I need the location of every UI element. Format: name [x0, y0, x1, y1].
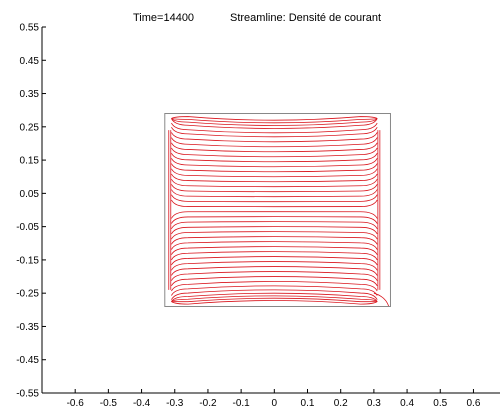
x-tick-label: -0.1: [233, 398, 251, 409]
streamline: [171, 116, 378, 121]
streamline: [171, 289, 378, 300]
y-tick-label: -0.35: [16, 322, 39, 333]
x-tick-label: 0.1: [301, 398, 315, 409]
streamline: [171, 256, 378, 266]
x-tick-label: -0.3: [166, 398, 184, 409]
streamline: [171, 241, 378, 250]
streamline: [171, 137, 378, 148]
x-tick-label: 0.2: [334, 398, 348, 409]
streamline: [171, 189, 378, 198]
streamline: [171, 292, 378, 302]
y-tick-label: -0.25: [16, 289, 39, 300]
streamline: [171, 246, 378, 255]
y-tick-label: 0.15: [20, 156, 40, 167]
streamline: [171, 184, 378, 193]
x-tick-label: 0: [272, 398, 278, 409]
streamline: [171, 158, 378, 168]
y-tick-label: -0.45: [16, 355, 39, 366]
x-axis-ticks: -0.6 -0.5 -0.4 -0.3 -0.2 -0.1 0 0.1 0.2 0.3 0.4 0.5…: [67, 389, 481, 409]
streamline: [171, 152, 378, 163]
streamline: [171, 122, 378, 134]
streamline: [171, 178, 378, 188]
y-tick-label: -0.15: [16, 255, 39, 266]
streamline: [171, 163, 378, 173]
streamline: [171, 300, 378, 305]
streamline: [171, 261, 378, 271]
y-tick-label: 0.05: [20, 189, 40, 200]
y-tick-label: 0.35: [20, 89, 40, 100]
x-tick-label: 0.6: [466, 398, 480, 409]
y-axis-ticks: 0.55 0.45 0.35 0.25 0.15 0.05 -0.05 -0.15 -0.25 -…: [16, 23, 46, 400]
y-tick-label: -0.55: [16, 389, 39, 400]
streamline: [171, 211, 378, 219]
x-tick-label: 0.4: [400, 398, 414, 409]
streamline: [171, 142, 378, 153]
domain-boundary: [164, 113, 391, 307]
streamline-tail: [373, 292, 390, 307]
streamline: [171, 297, 378, 303]
streamline: [171, 295, 378, 302]
x-tick-label: -0.6: [67, 398, 85, 409]
streamline: [171, 132, 378, 143]
x-tick-label: 0.5: [433, 398, 447, 409]
streamline: [171, 127, 378, 138]
plot-title-time: Time=14400: [133, 12, 194, 24]
x-tick-label: -0.4: [133, 398, 151, 409]
streamline: [171, 118, 378, 124]
streamline: [171, 168, 378, 178]
x-tick-label: 0.3: [367, 398, 381, 409]
x-tick-label: -0.5: [100, 398, 118, 409]
y-tick-label: 0.45: [20, 56, 40, 67]
streamlines-group: [168, 116, 390, 307]
streamline: [171, 285, 378, 296]
streamline: [171, 194, 378, 203]
streamline: [171, 118, 378, 129]
y-tick-label: 0.25: [20, 122, 40, 133]
streamline: [171, 231, 378, 240]
streamline: [171, 199, 378, 208]
streamline: [171, 251, 378, 261]
streamline: [171, 236, 378, 245]
streamline: [171, 118, 378, 126]
streamline: [171, 281, 378, 292]
streamline: [171, 266, 378, 276]
streamline: [171, 271, 378, 281]
streamline: [171, 173, 378, 183]
streamline: [171, 276, 378, 287]
y-tick-label: -0.05: [16, 222, 39, 233]
streamline: [171, 147, 378, 158]
streamline: [171, 221, 378, 229]
streamline: [171, 216, 378, 224]
plot-title: Streamline: Densité de courant: [230, 12, 381, 24]
streamline: [171, 226, 378, 235]
x-tick-label: -0.2: [199, 398, 217, 409]
y-tick-label: 0.55: [20, 23, 40, 34]
